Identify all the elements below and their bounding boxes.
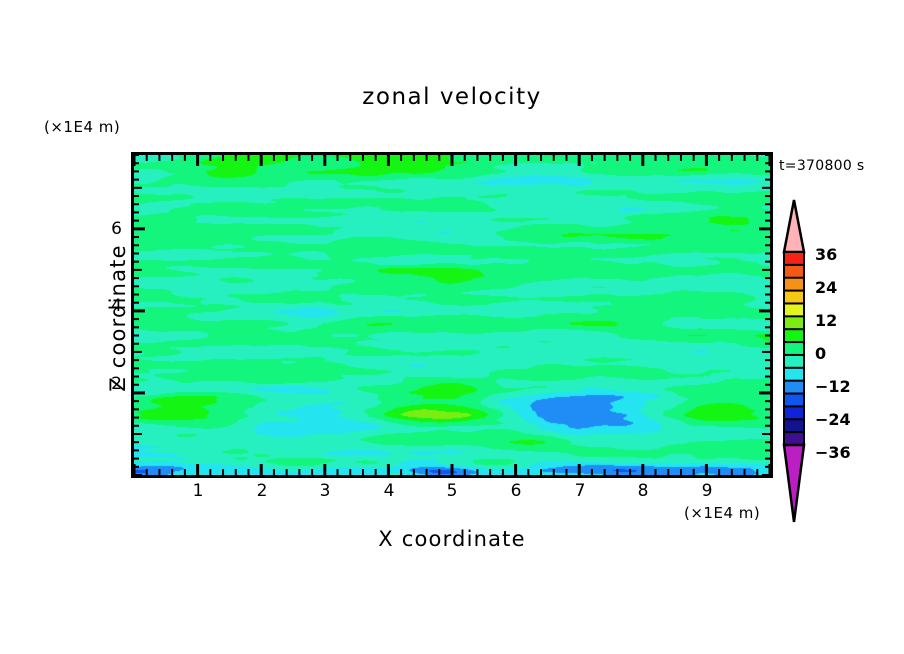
x-tick-label: 6 xyxy=(510,481,522,501)
y-tick-label: 2 xyxy=(111,374,122,394)
colorbar-band xyxy=(783,366,805,383)
colorbar-band xyxy=(783,315,805,331)
colorbar-band xyxy=(783,379,805,395)
colorbar-label: −12 xyxy=(815,377,851,396)
colorbar-band xyxy=(783,263,805,280)
colorbar-band xyxy=(783,418,805,434)
colorbar-band xyxy=(783,353,805,370)
x-axis-unit-label: (×1E4 m) xyxy=(684,504,761,522)
colorbar-label: 0 xyxy=(815,344,827,363)
colorbar-band xyxy=(783,405,805,421)
time-annotation: t=370800 s xyxy=(779,158,865,174)
colorbar-label: −24 xyxy=(815,410,851,429)
colorbar-band xyxy=(783,431,805,447)
colorbar-band xyxy=(783,392,805,408)
y-tick-label: 4 xyxy=(111,296,122,316)
page-title: zonal velocity xyxy=(362,84,542,110)
x-tick-label: 5 xyxy=(446,481,458,501)
x-tick-label: 1 xyxy=(192,481,204,501)
colorbar-over-arrow xyxy=(782,199,806,254)
x-tick-label: 9 xyxy=(701,481,713,501)
x-tick-label: 4 xyxy=(383,481,395,501)
x-tick-label: 7 xyxy=(574,481,586,501)
colorbar-label: 36 xyxy=(815,245,838,264)
y-tick-label: 6 xyxy=(111,219,122,239)
x-axis-title: X coordinate xyxy=(378,527,526,551)
x-tick-label: 8 xyxy=(637,481,649,501)
field-image xyxy=(134,155,770,475)
contour-field xyxy=(134,155,770,475)
colorbar-band xyxy=(783,341,805,357)
colorbar-label: −36 xyxy=(815,443,851,462)
contour-field-svg xyxy=(134,155,770,475)
y-axis-unit-label: (×1E4 m) xyxy=(44,118,121,136)
colorbar-label: 24 xyxy=(815,278,838,297)
colorbar-band xyxy=(783,328,805,344)
colorbar-swatches xyxy=(782,199,806,523)
colorbar-band xyxy=(783,289,805,305)
colorbar-band xyxy=(783,276,805,292)
y-axis-title: Z coordinate xyxy=(106,244,130,392)
colorbar-band xyxy=(783,302,805,318)
x-tick-label: 2 xyxy=(256,481,268,501)
colorbar-band xyxy=(783,251,805,267)
colorbar-label: 12 xyxy=(815,311,838,330)
colorbar-under-arrow xyxy=(782,443,806,523)
x-tick-label: 3 xyxy=(319,481,331,501)
